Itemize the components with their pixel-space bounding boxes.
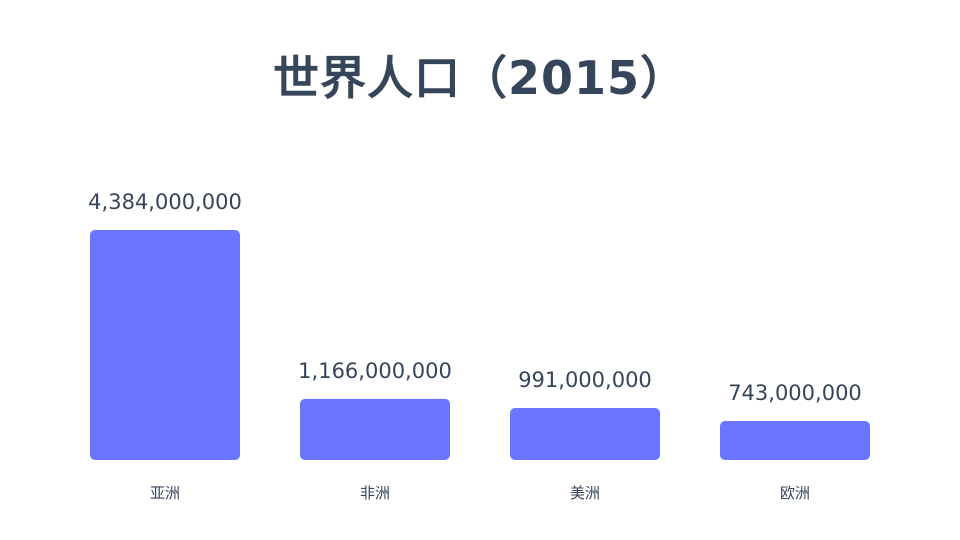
category-label-2: 非洲 (360, 484, 390, 502)
data-label-3: 991,000,000 (518, 368, 652, 392)
category-label-3: 美洲 (570, 484, 600, 502)
bar-3 (510, 408, 660, 460)
category-label-4: 欧洲 (780, 484, 810, 502)
bar-4 (720, 421, 870, 460)
data-label-4: 743,000,000 (728, 381, 862, 405)
bar-2 (300, 399, 450, 460)
bar-1 (90, 230, 240, 460)
data-label-2: 1,166,000,000 (298, 359, 452, 383)
category-label-1: 亚洲 (150, 484, 180, 502)
data-label-1: 4,384,000,000 (88, 190, 242, 214)
